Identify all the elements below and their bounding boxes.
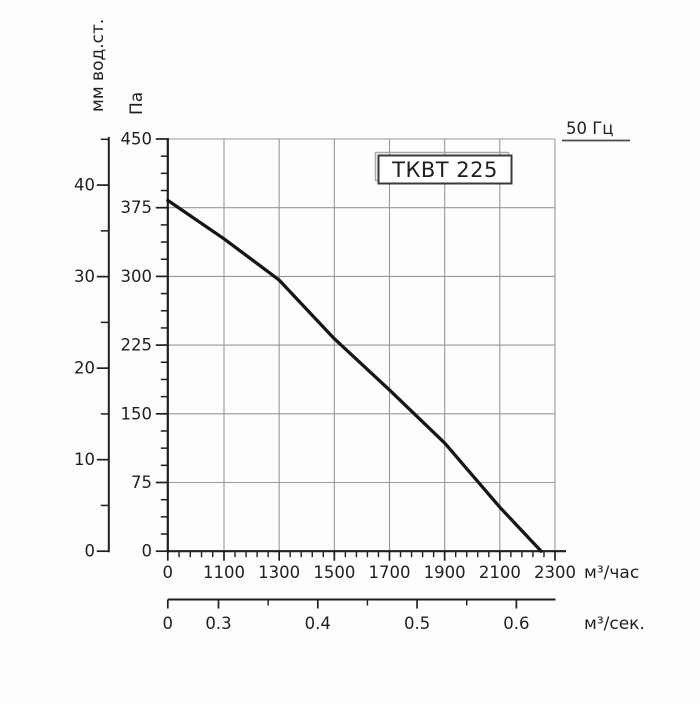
pa-tick-label: 75	[131, 473, 152, 492]
grid-lines	[167, 138, 556, 552]
flow-hour-axis: 0 1100 1300 1500 1700 1900 2100 2300	[163, 550, 576, 582]
mm-tick-label: 10	[74, 450, 95, 469]
flow-hour-tick-label: 1300	[258, 563, 300, 582]
mm-tick-label: 30	[74, 267, 95, 286]
mm-axis-unit-label: мм вод.ст.	[88, 19, 108, 112]
flow-hour-tick-label: 1700	[369, 563, 411, 582]
pa-tick-label: 450	[121, 130, 153, 149]
flow-sec-tick-label: 0.5	[404, 614, 430, 633]
flow-hour-tick-label: 1100	[203, 563, 245, 582]
flow-hour-unit-label: м³/час	[584, 563, 639, 583]
flow-hour-tick-label: 1900	[424, 563, 466, 582]
flow-hour-tick-label: 2300	[534, 563, 576, 582]
mm-tick-label: 20	[74, 359, 95, 378]
flow-sec-tick-label: 0.4	[305, 614, 331, 633]
frequency-label-group: 50 Гц	[562, 119, 630, 142]
pa-tick-label: 300	[121, 267, 153, 286]
pa-axis-unit-label: Па	[127, 92, 147, 115]
model-title-box-border	[377, 154, 513, 185]
pa-tick-label: 375	[121, 198, 153, 217]
pressure-pa-axis: 0 75 150 225 300 375 450	[121, 130, 169, 561]
flow-hour-tick-label: 1500	[313, 563, 355, 582]
flow-hour-tick-label: 2100	[479, 563, 521, 582]
flow-hour-tick-label: 0	[163, 563, 174, 582]
flow-sec-tick-label: 0	[163, 614, 174, 633]
mm-tick-label: 40	[74, 176, 95, 195]
flow-sec-unit-label: м³/сек.	[584, 614, 645, 634]
frequency-label: 50 Гц	[566, 119, 614, 138]
flow-sec-tick-label: 0.3	[205, 614, 231, 633]
pa-tick-label: 225	[121, 336, 153, 355]
pa-tick-label: 0	[142, 542, 153, 561]
pressure-mm-axis: 0 10 20 30 40	[74, 137, 110, 561]
model-title: ТКВТ 225	[391, 158, 498, 182]
pa-tick-label: 150	[121, 404, 153, 423]
fan-curve-series	[166, 198, 543, 553]
mm-tick-label: 0	[85, 542, 96, 561]
model-title-box: ТКВТ 225	[374, 151, 513, 185]
flow-sec-axis: 0 0.3 0.4 0.5 0.6	[163, 598, 556, 633]
flow-sec-tick-label: 0.6	[503, 614, 529, 633]
